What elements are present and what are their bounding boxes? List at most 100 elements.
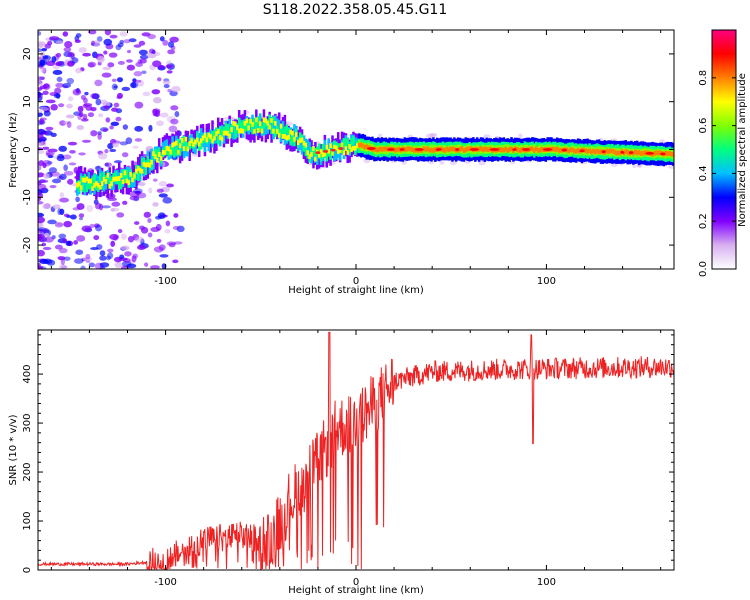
ridge-cell <box>81 175 85 191</box>
ridge-cell <box>510 146 513 152</box>
noise-blob <box>38 249 45 257</box>
snr-y-label: SNR (10 * v/v) <box>8 414 19 485</box>
ridge-cell <box>230 127 233 132</box>
ridge-cell <box>98 173 102 182</box>
ridge-cell <box>500 147 504 153</box>
noise-blob <box>137 244 146 251</box>
ridge-peak <box>469 148 480 151</box>
noise-blob <box>123 39 131 44</box>
ridge-cell <box>411 147 414 153</box>
noise-blob <box>154 51 161 57</box>
noise-blob <box>97 133 102 140</box>
noise-blob <box>49 171 60 177</box>
noise-blob <box>38 59 48 67</box>
ridge-cell <box>359 142 363 148</box>
ridge-cell <box>171 142 174 148</box>
noise-blob <box>132 145 139 149</box>
noise-blob <box>38 160 44 167</box>
noise-blob <box>126 49 132 54</box>
noise-blob <box>170 118 179 125</box>
noise-blob <box>45 99 56 104</box>
ridge-cell <box>592 148 595 154</box>
ridge-cell <box>142 162 146 177</box>
ridge-cell <box>276 118 279 133</box>
ridge-cell <box>342 137 346 147</box>
noise-blob <box>124 251 132 257</box>
ridge-cell <box>199 138 203 144</box>
noise-blob <box>65 240 72 246</box>
ridge-cell <box>163 150 167 156</box>
ridge-cell <box>150 161 153 171</box>
noise-blob <box>95 98 102 106</box>
ridge-cell <box>656 150 660 156</box>
noise-blob <box>39 76 46 80</box>
ridge-cell <box>443 148 447 153</box>
ridge-cell <box>268 115 271 124</box>
noise-blob <box>72 88 82 96</box>
spectrogram-y-ticks: -20 -10 0 10 20 <box>22 48 674 253</box>
ridge-cell <box>573 148 576 154</box>
noise-blob <box>169 36 179 43</box>
noise-blob <box>151 89 161 95</box>
ridge-cell <box>154 148 157 158</box>
ridge-cell <box>215 129 218 144</box>
ridge-cell <box>102 171 106 181</box>
x-tick-label: 0 <box>353 577 359 588</box>
noise-blob <box>75 33 82 38</box>
ridge-cell <box>576 148 580 153</box>
ridge-cell <box>319 152 323 162</box>
noise-blob <box>97 113 104 118</box>
ridge-cell <box>293 124 296 139</box>
noise-blob <box>90 107 97 112</box>
ridge-cell <box>91 177 94 186</box>
ridge-cell <box>434 147 437 152</box>
noise-blob <box>38 112 43 117</box>
ridge-cell <box>232 120 235 126</box>
noise-blob <box>58 103 65 108</box>
ridge-cell <box>173 141 176 147</box>
noise-blob <box>54 222 64 228</box>
noise-blob <box>135 236 144 243</box>
noise-blob <box>111 78 117 83</box>
ridge-cell <box>197 141 201 147</box>
ridge-cell <box>150 159 153 165</box>
noise-blob <box>134 221 140 225</box>
noise-blob <box>78 213 85 218</box>
ridge-cell <box>196 137 199 143</box>
noise-blob <box>79 217 84 221</box>
noise-blob <box>439 161 445 165</box>
ridge-cell <box>226 131 230 136</box>
noise-blob <box>130 81 137 89</box>
ridge-cell <box>182 146 186 151</box>
noise-blob <box>73 258 84 264</box>
ridge-cell <box>557 147 561 153</box>
noise-blob <box>101 205 111 209</box>
noise-blob <box>123 258 131 263</box>
noise-blob <box>111 83 118 91</box>
ridge-cell <box>335 145 338 160</box>
noise-blob <box>38 80 44 86</box>
spectrogram-x-label: Height of straight line (km) <box>288 285 424 296</box>
noise-blob <box>172 225 180 230</box>
ridge-cell <box>481 147 485 153</box>
ridge-cell <box>348 144 351 154</box>
noise-blob <box>132 233 140 241</box>
noise-blob <box>60 258 65 266</box>
noise-blob <box>55 52 62 58</box>
noise-blob <box>166 241 177 246</box>
ridge-cell <box>540 146 544 152</box>
ridge-cell <box>323 139 327 155</box>
y-tick-label: 100 <box>22 511 33 530</box>
noise-blob <box>157 212 166 219</box>
noise-blob <box>78 47 87 53</box>
noise-blob <box>57 256 66 261</box>
ridge-cell <box>137 164 140 180</box>
ridge-cell <box>344 138 348 148</box>
ridge-cell <box>258 121 262 127</box>
noise-blob <box>80 265 86 269</box>
ridge-cell <box>283 134 287 139</box>
ridge-cell <box>117 180 121 190</box>
noise-blob <box>75 249 84 255</box>
ridge-cell <box>87 178 91 184</box>
ridge-cell <box>281 121 285 136</box>
